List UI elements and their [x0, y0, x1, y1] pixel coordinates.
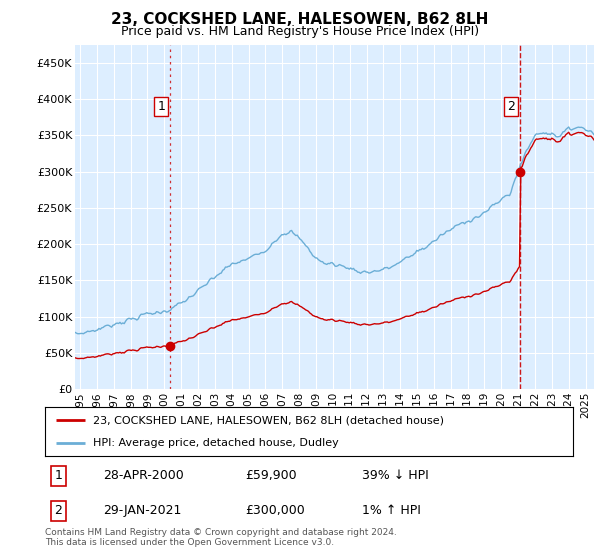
Text: £59,900: £59,900	[245, 469, 297, 482]
Text: HPI: Average price, detached house, Dudley: HPI: Average price, detached house, Dudl…	[92, 438, 338, 448]
Text: Price paid vs. HM Land Registry's House Price Index (HPI): Price paid vs. HM Land Registry's House …	[121, 25, 479, 38]
Text: 2: 2	[54, 504, 62, 517]
Text: Contains HM Land Registry data © Crown copyright and database right 2024.
This d: Contains HM Land Registry data © Crown c…	[45, 528, 397, 547]
Text: 1% ↑ HPI: 1% ↑ HPI	[362, 504, 421, 517]
Text: 1: 1	[54, 469, 62, 482]
Text: 29-JAN-2021: 29-JAN-2021	[103, 504, 181, 517]
Text: 28-APR-2000: 28-APR-2000	[103, 469, 184, 482]
Text: 2: 2	[507, 100, 515, 113]
Text: 1: 1	[157, 100, 165, 113]
Text: 23, COCKSHED LANE, HALESOWEN, B62 8LH (detached house): 23, COCKSHED LANE, HALESOWEN, B62 8LH (d…	[92, 416, 443, 426]
Text: £300,000: £300,000	[245, 504, 305, 517]
Text: 23, COCKSHED LANE, HALESOWEN, B62 8LH: 23, COCKSHED LANE, HALESOWEN, B62 8LH	[112, 12, 488, 27]
Text: 39% ↓ HPI: 39% ↓ HPI	[362, 469, 428, 482]
